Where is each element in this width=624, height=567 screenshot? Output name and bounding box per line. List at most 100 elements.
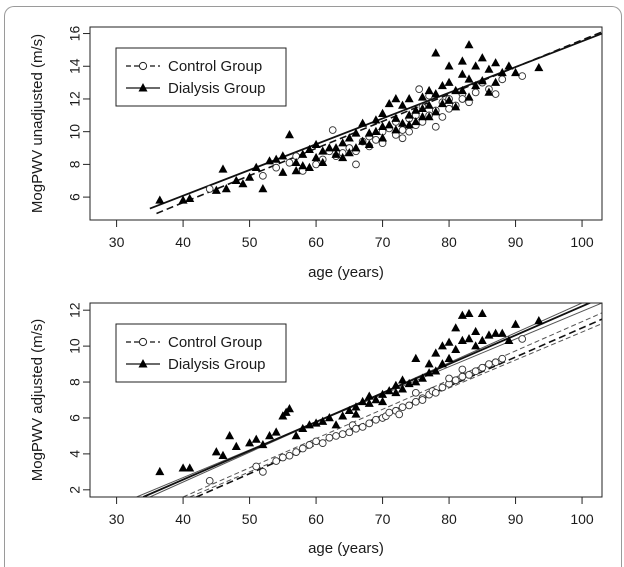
dialysis-point (298, 161, 308, 170)
dialysis-point (444, 61, 454, 70)
control-point (431, 388, 440, 397)
dialysis-point (451, 344, 461, 353)
dialysis-point (431, 48, 441, 57)
dialysis-point (351, 143, 361, 152)
dialysis-point (451, 85, 461, 95)
dialysis-point (444, 77, 454, 86)
x-tick-label: 100 (570, 234, 594, 250)
dialysis-point (431, 348, 441, 357)
dialysis-point (398, 375, 408, 384)
dialysis-point (457, 310, 467, 319)
dialysis-point (484, 330, 494, 339)
control-point (259, 468, 267, 476)
legend-label: Dialysis Group (168, 80, 266, 97)
dialysis-point (451, 323, 461, 332)
dialysis-point (364, 398, 374, 407)
dialysis-point (484, 64, 494, 73)
dialysis-point (378, 108, 388, 117)
control-point (259, 171, 267, 180)
x-tick-label: 80 (441, 511, 457, 527)
dialysis-point (265, 156, 275, 165)
control-point (365, 419, 374, 428)
dialysis-point (391, 125, 401, 134)
legend-label: Dialysis Group (168, 356, 266, 373)
dialysis-point (424, 359, 434, 368)
dialysis-point (391, 387, 401, 397)
dialysis-point (457, 85, 467, 95)
control-point (518, 335, 527, 343)
dialysis-point (351, 402, 361, 411)
control-point (338, 430, 347, 438)
dialysis-point (351, 409, 361, 418)
plot-border (89, 26, 603, 221)
regression-line (142, 303, 592, 497)
x-tick-label: 50 (242, 511, 258, 527)
dialysis-point (211, 447, 221, 456)
y-tick-label: 14 (67, 58, 83, 74)
control-point (471, 367, 480, 376)
dialysis-point (464, 40, 474, 49)
dialysis-point (424, 85, 434, 95)
control-point (471, 88, 480, 97)
control-point (485, 360, 493, 368)
dialysis-point (437, 341, 447, 350)
dialysis-point (398, 384, 408, 393)
control-point (372, 136, 380, 144)
dialysis-point (331, 420, 341, 429)
control-point (325, 433, 334, 442)
control-point (465, 371, 473, 379)
dialysis-point (384, 386, 394, 395)
control-point (451, 376, 460, 385)
dialysis-point (417, 373, 427, 382)
control-point (385, 408, 394, 417)
dialysis-point (504, 61, 514, 70)
control-point (312, 437, 320, 446)
dialysis-point (471, 80, 481, 90)
dialysis-point (178, 463, 188, 472)
dialysis-point (371, 126, 381, 135)
dialysis-point (185, 193, 195, 203)
control-point (395, 410, 404, 419)
dialysis-point (464, 334, 474, 343)
control-point (411, 388, 420, 397)
legend-circle-icon (138, 61, 148, 71)
x-axis-label: age (years) (308, 540, 384, 557)
dialysis-point (291, 166, 301, 175)
y-tick-label: 10 (67, 124, 83, 140)
control-point (358, 423, 367, 431)
y-tick-label: 12 (67, 302, 83, 318)
dialysis-point (471, 61, 481, 70)
chart-panel-2: 30 40 50 60 70 80 90 100 2 4 6 8 10 12 age (years) MogP… (29, 302, 603, 557)
dialysis-point (444, 337, 454, 346)
y-axis-label: MogPWV unadjusted (m/s) (29, 34, 46, 213)
control-point (312, 160, 320, 169)
dialysis-point (391, 94, 401, 103)
dialysis-point (424, 112, 434, 121)
dialysis-point (331, 143, 341, 152)
dialysis-point (497, 67, 507, 77)
control-point (491, 90, 500, 98)
dialysis-point (384, 120, 394, 129)
dialysis-point (504, 335, 514, 345)
dialysis-point (344, 133, 354, 142)
control-point (458, 95, 467, 103)
dialysis-point (245, 438, 255, 447)
y-tick-label: 2 (67, 486, 83, 494)
dialysis-point (511, 67, 521, 77)
dialysis-point (417, 103, 427, 113)
dialysis-point (364, 391, 374, 400)
dialysis-point (298, 423, 308, 433)
dialysis-point (391, 380, 401, 389)
figure-frame (4, 6, 622, 567)
dialysis-point (378, 121, 388, 131)
dialysis-point (371, 395, 381, 404)
control-point (328, 126, 337, 134)
dialysis-point (311, 152, 321, 162)
control-point (292, 448, 300, 456)
control-point (398, 403, 407, 412)
y-tick-label: 4 (67, 450, 83, 458)
x-tick-label: 40 (175, 234, 191, 250)
dialysis-point (284, 130, 294, 139)
control-point (405, 401, 414, 410)
y-axis-label: MogPWV adjusted (m/s) (29, 319, 46, 482)
